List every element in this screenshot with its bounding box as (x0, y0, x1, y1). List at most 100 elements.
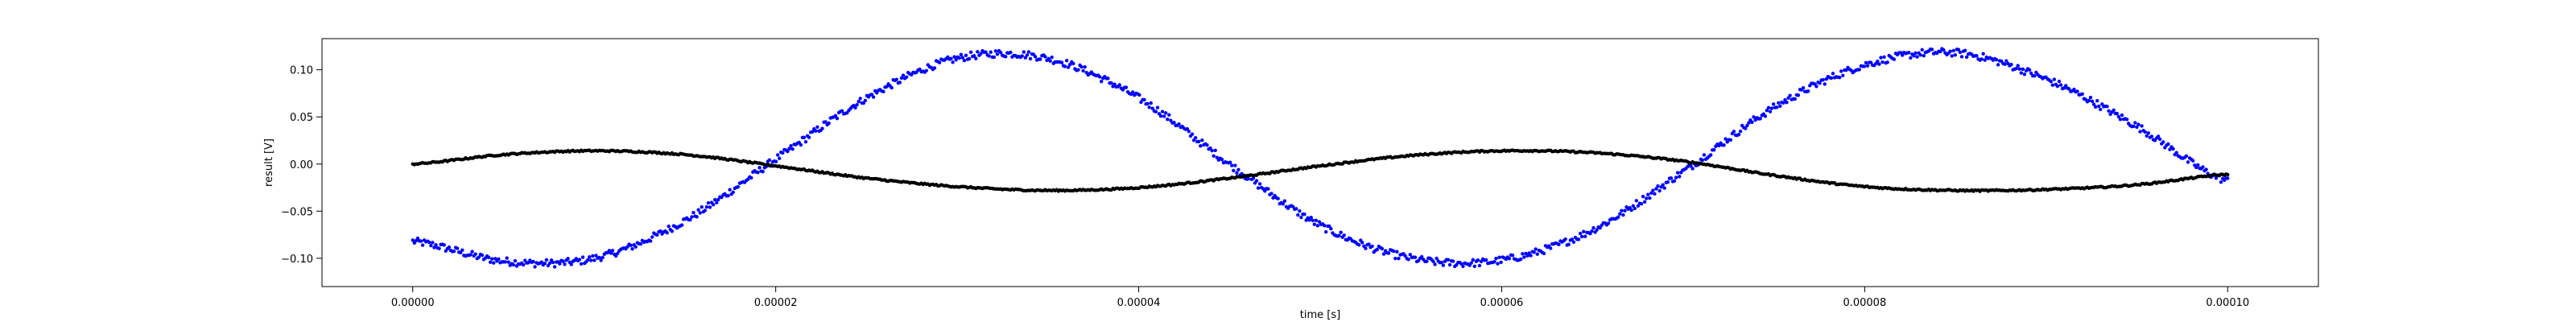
data-point (1296, 213, 1300, 217)
data-point (1963, 48, 1967, 52)
data-point (427, 240, 431, 245)
data-point (1510, 253, 1515, 258)
data-point (1076, 68, 1080, 72)
data-point (569, 262, 573, 266)
data-point (824, 120, 828, 124)
data-point (1200, 138, 1204, 142)
data-point (1154, 109, 1158, 114)
data-point (2029, 71, 2033, 76)
data-point (756, 171, 760, 175)
data-point (1669, 176, 1674, 180)
data-point (1439, 260, 1443, 265)
data-point (2095, 99, 2099, 103)
data-point (420, 243, 425, 247)
data-point (899, 76, 904, 80)
data-point (1930, 47, 1934, 52)
data-point (688, 217, 692, 222)
data-point (539, 260, 543, 264)
data-point (786, 149, 790, 154)
data-point (881, 89, 886, 94)
data-point (1431, 259, 1435, 264)
data-point (1591, 225, 1596, 230)
data-point (1951, 48, 1955, 53)
data-point (777, 156, 782, 160)
data-point (1752, 115, 1756, 119)
data-point (1806, 89, 1810, 93)
data-point (531, 259, 535, 264)
data-point (1322, 224, 1327, 228)
y-tick-label: −0.05 (281, 206, 313, 218)
data-point (2107, 109, 2111, 113)
data-point (1717, 143, 1721, 148)
data-point (634, 245, 638, 249)
data-point (2009, 62, 2013, 67)
data-point (1381, 252, 1386, 256)
data-point (470, 250, 474, 254)
data-point (855, 103, 859, 107)
data-point (1146, 101, 1150, 106)
data-point (863, 98, 868, 103)
data-point (1166, 117, 1170, 122)
data-point (1142, 97, 1146, 102)
data-point (1022, 50, 1026, 54)
data-point (506, 260, 510, 264)
data-point (492, 261, 496, 265)
data-point (1618, 212, 1622, 216)
data-point (1281, 202, 1286, 206)
data-point (1302, 212, 1307, 217)
data-point (459, 250, 463, 255)
data-point (1251, 176, 1256, 180)
data-point (1750, 120, 1754, 125)
data-point (972, 54, 976, 58)
data-point (1880, 60, 1885, 64)
data-point (455, 246, 460, 250)
data-point (1621, 213, 1625, 217)
series-layer (411, 47, 2230, 269)
data-point (547, 261, 552, 266)
x-tick-label: 0.00008 (1843, 297, 1886, 309)
data-point (853, 105, 857, 110)
data-point (1397, 256, 1401, 261)
data-point (1821, 77, 1825, 82)
data-point (1898, 51, 1903, 55)
data-point (469, 253, 473, 257)
data-point (1236, 167, 1241, 171)
data-point (2105, 104, 2109, 109)
data-point (1213, 148, 1217, 153)
data-point (1639, 201, 1644, 206)
data-point (1298, 208, 1302, 213)
data-point (2033, 73, 2037, 78)
data-point (2058, 83, 2063, 87)
data-point (1441, 263, 1446, 267)
data-point (1766, 105, 1771, 109)
data-point (523, 258, 527, 262)
data-point (2132, 124, 2136, 129)
data-point (1636, 204, 1641, 208)
data-point (2021, 67, 2025, 72)
data-point (1548, 246, 1553, 250)
data-point (2171, 147, 2175, 151)
data-point (1674, 175, 1678, 180)
data-point (2055, 84, 2060, 89)
data-point (949, 56, 953, 61)
data-point (1254, 179, 1259, 183)
data-point (1294, 207, 1298, 211)
data-point (543, 262, 547, 266)
data-point (1994, 57, 1999, 62)
data-point (1139, 100, 1143, 105)
data-point (1666, 180, 1670, 184)
data-point (2097, 104, 2101, 109)
data-point (1747, 121, 1751, 125)
data-point (726, 193, 730, 198)
data-point (1471, 258, 1475, 262)
data-point (2190, 159, 2195, 163)
data-point (490, 257, 494, 261)
data-point (2019, 71, 2024, 75)
data-point (2052, 77, 2057, 81)
data-point (2049, 79, 2053, 84)
data-point (1654, 187, 1658, 191)
data-point (2099, 107, 2103, 112)
data-point (1220, 157, 1224, 162)
data-point (901, 73, 906, 77)
data-point (857, 100, 861, 104)
